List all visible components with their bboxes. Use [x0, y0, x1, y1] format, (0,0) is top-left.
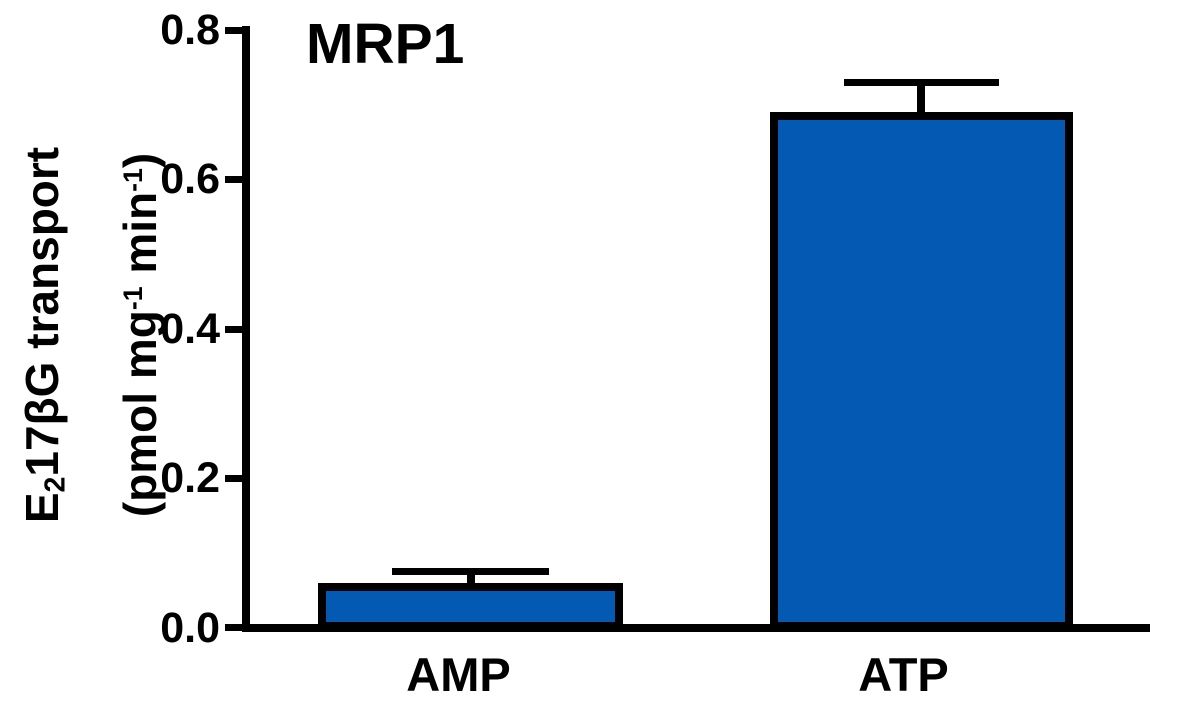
bar-amp	[318, 583, 623, 630]
y-label-text: 17βG transport	[16, 146, 68, 477]
y-tick-mark	[225, 326, 243, 333]
error-bar-stem	[467, 571, 475, 584]
y-tick-label: 0.6	[160, 155, 220, 203]
x-tick-label-atp: ATP	[858, 648, 949, 701]
y-tick-label: 0.2	[160, 454, 220, 502]
x-tick-label-amp: AMP	[406, 648, 511, 701]
y-tick-label: 0.0	[160, 604, 220, 652]
y-axis-label-line1: E217βG transport	[3, 25, 94, 645]
y-tick-mark	[225, 475, 243, 482]
y-axis-line	[242, 26, 250, 632]
y-tick-mark	[225, 624, 243, 631]
y-tick-mark	[225, 176, 243, 183]
chart-title: MRP1	[306, 12, 465, 76]
y-label-text: E	[16, 492, 68, 524]
x-axis-line	[242, 624, 1150, 632]
y-tick-mark	[225, 27, 243, 34]
y-tick-label: 0.4	[160, 305, 220, 353]
error-bar-stem	[917, 82, 925, 113]
y-label-text: min	[114, 191, 167, 287]
y-label-subscript: 2	[39, 476, 72, 493]
bar-atp	[770, 112, 1073, 630]
y-tick-label: 0.8	[160, 6, 220, 54]
